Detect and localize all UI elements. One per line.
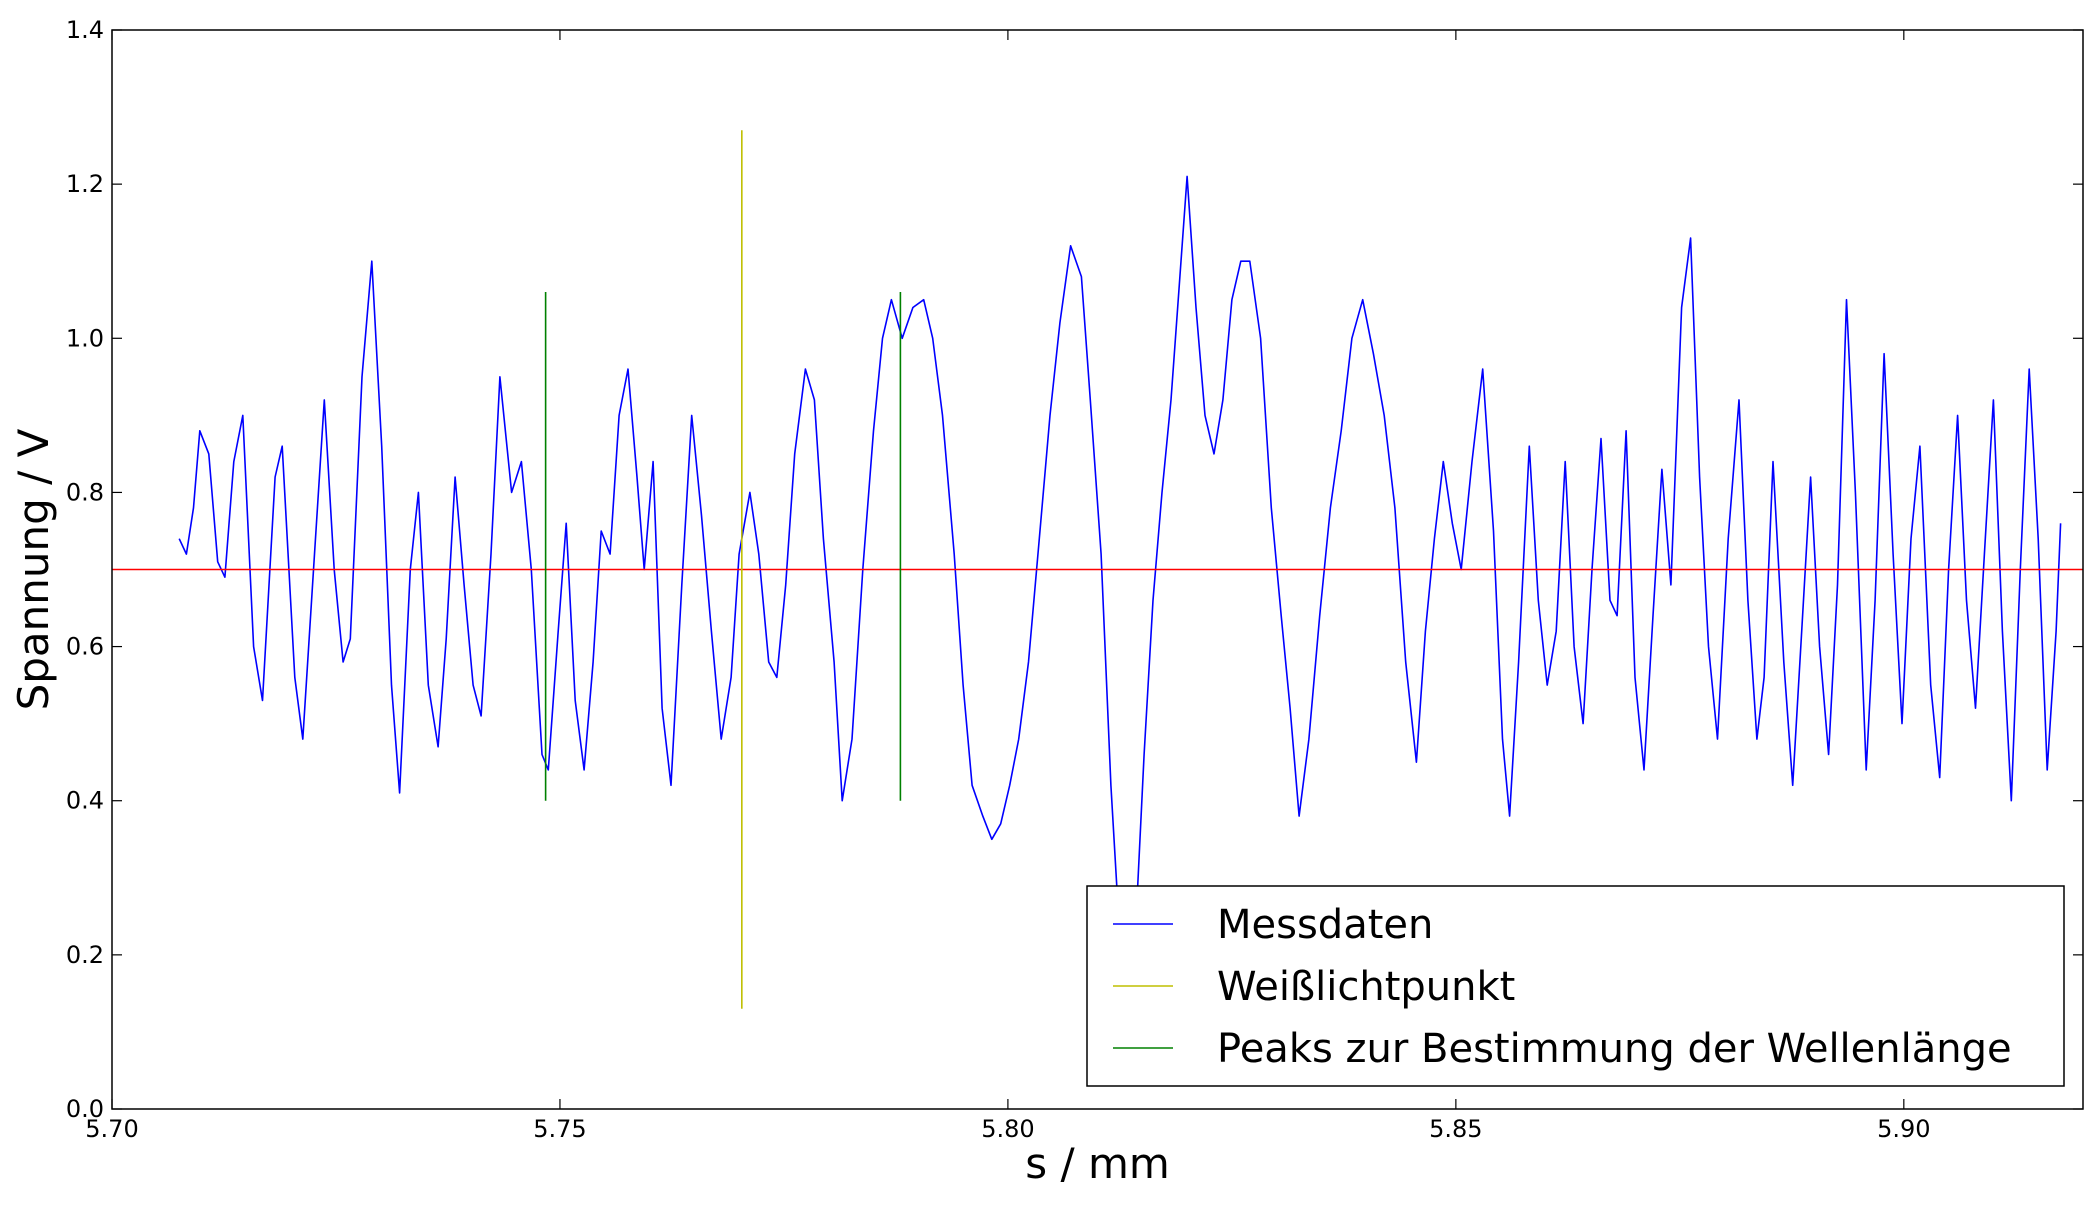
y-axis-label: Spannung / V: [9, 428, 58, 710]
y-tick-label: 0.0: [66, 1095, 104, 1123]
x-tick-label: 5.70: [85, 1115, 138, 1143]
y-tick-label: 0.6: [66, 633, 104, 661]
y-tick-label: 1.2: [66, 170, 104, 198]
x-tick-label: 5.80: [981, 1115, 1034, 1143]
legend-label-messdaten: Messdaten: [1217, 902, 1433, 948]
y-tick-label: 1.4: [66, 16, 104, 44]
y-tick-label: 0.2: [66, 941, 104, 969]
series-messdaten-line: [178, 175, 2062, 1002]
plot-area: [112, 130, 2083, 1009]
x-axis: 5.70 5.75 5.80 5.85 5.90: [85, 30, 1931, 1143]
x-tick-label: 5.90: [1877, 1115, 1930, 1143]
legend-label-weisslichtpunkt: Weißlichtpunkt: [1217, 964, 1515, 1010]
y-tick-label: 0.8: [66, 478, 104, 506]
x-tick-label: 5.75: [533, 1115, 586, 1143]
x-tick-label: 5.85: [1429, 1115, 1482, 1143]
legend-box: [1086, 885, 2065, 1087]
y-tick-label: 0.4: [66, 787, 104, 815]
y-axis: 0.0 0.2 0.4 0.6 0.8 1.0 1.2 1.4: [66, 16, 2083, 1123]
legend: Messdaten Weißlichtpunkt Peaks zur Besti…: [1086, 885, 2065, 1087]
y-tick-label: 1.0: [66, 324, 104, 352]
plot-frame: [111, 29, 2084, 1110]
legend-label-peaks: Peaks zur Bestimmung der Wellenlänge: [1217, 1026, 2012, 1072]
x-axis-label: s / mm: [1025, 1139, 1170, 1188]
